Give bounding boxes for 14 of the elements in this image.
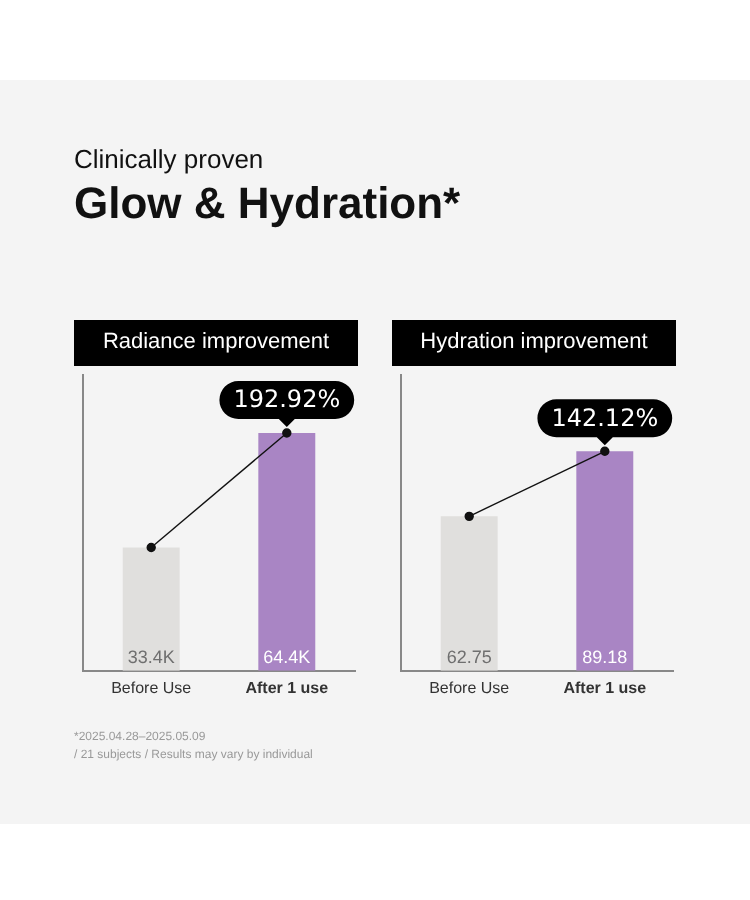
chart-title: Hydration improvement [392,320,676,366]
x-tick-label: Before Use [429,678,511,697]
x-tick-label: After 1 use [245,678,330,697]
data-label: 64.4K [263,646,311,667]
data-label: 33.4K [127,646,175,667]
data-label: 62.75 [446,646,492,667]
text: Clinically proven [74,144,266,174]
x-tick-label: Before Use [111,678,193,697]
x-tick-label: After 1 use [563,678,648,697]
annotation: 142.12% [551,403,659,432]
text: Glow & Hydration* [74,178,461,230]
data-label: 89.18 [582,646,628,667]
chart-title: Radiance improvement [74,320,358,366]
annotation: 192.92% [233,385,341,414]
